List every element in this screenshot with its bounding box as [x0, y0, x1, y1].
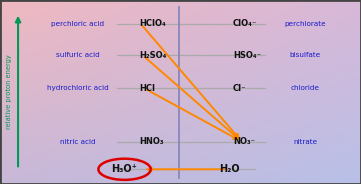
Text: H₂SO₄: H₂SO₄ — [139, 51, 166, 60]
Text: H₂O: H₂O — [219, 164, 240, 174]
Text: nitrate: nitrate — [293, 139, 317, 145]
Text: sulfuric acid: sulfuric acid — [56, 52, 100, 58]
Text: NO₃⁻: NO₃⁻ — [233, 137, 255, 146]
Text: ClO₄⁻: ClO₄⁻ — [233, 20, 257, 28]
Text: perchlorate: perchlorate — [284, 21, 326, 27]
Text: Cl⁻: Cl⁻ — [233, 84, 246, 93]
Text: H₃O⁺: H₃O⁺ — [112, 164, 138, 174]
Text: HCl: HCl — [139, 84, 155, 93]
Text: HSO₄⁻: HSO₄⁻ — [233, 51, 261, 60]
Text: perchloric acid: perchloric acid — [51, 21, 104, 27]
Text: chloride: chloride — [291, 85, 319, 91]
Text: relative proton energy: relative proton energy — [6, 55, 12, 129]
Text: HClO₄: HClO₄ — [139, 20, 166, 28]
Text: nitric acid: nitric acid — [60, 139, 95, 145]
Text: hydrochloric acid: hydrochloric acid — [47, 85, 109, 91]
Text: HNO₃: HNO₃ — [139, 137, 164, 146]
Text: bisulfate: bisulfate — [290, 52, 321, 58]
